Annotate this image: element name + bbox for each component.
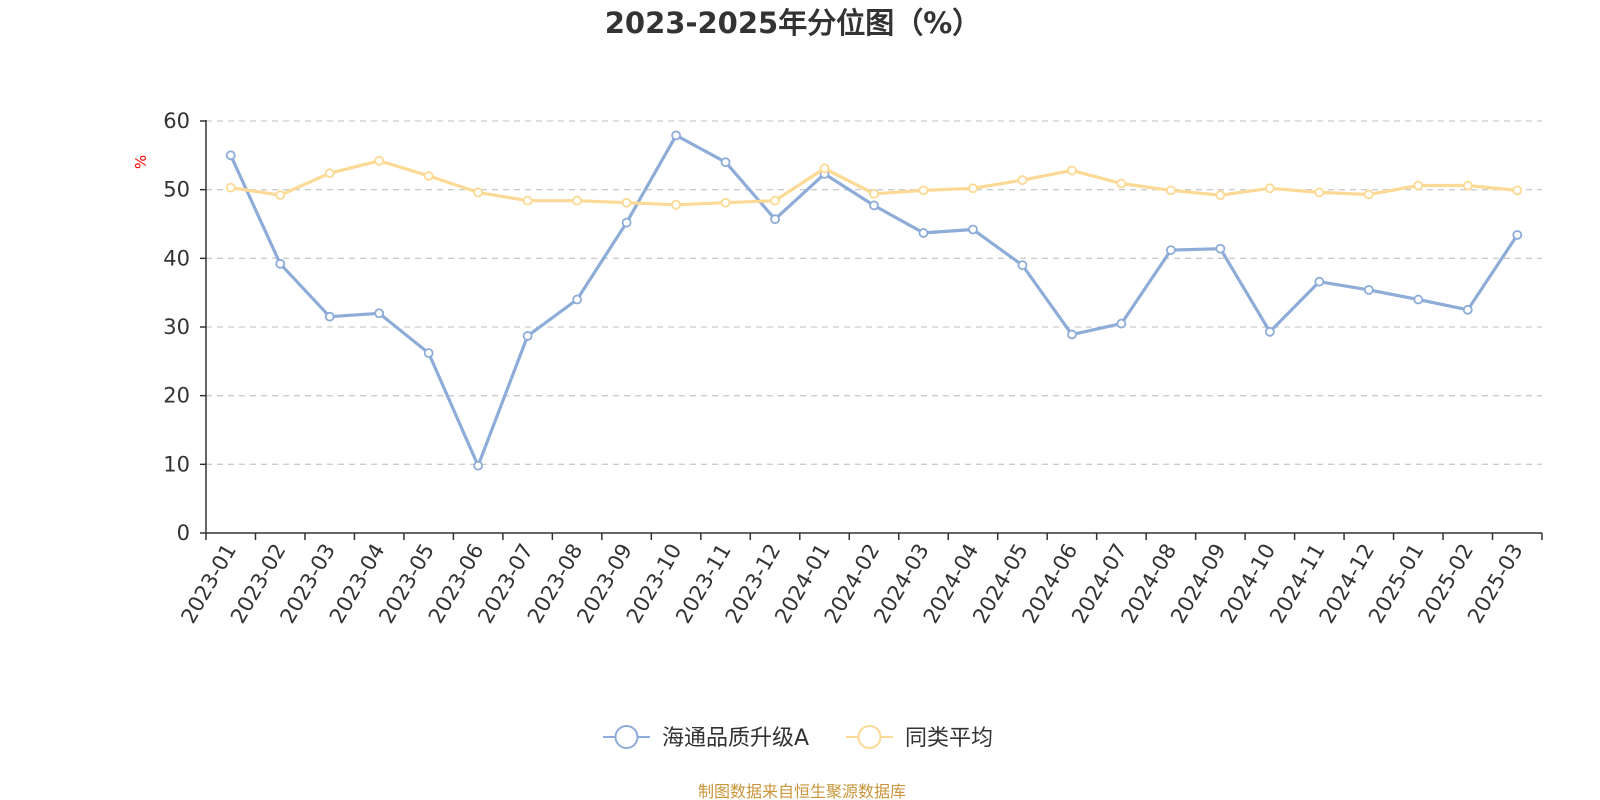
data-point bbox=[770, 195, 780, 206]
data-point bbox=[671, 199, 681, 210]
data-point bbox=[1363, 285, 1374, 295]
data-point bbox=[1165, 185, 1176, 196]
legend-swatch-marker bbox=[614, 725, 639, 749]
data-point bbox=[423, 348, 434, 358]
legend-item-series-1[interactable]: 海通品质升级A bbox=[603, 725, 809, 751]
data-point bbox=[225, 182, 236, 193]
data-point bbox=[1264, 183, 1275, 194]
data-source-note: 制图数据来自恒生聚源数据库 bbox=[698, 782, 906, 800]
data-point bbox=[1165, 245, 1176, 255]
y-tick-label: 50 bbox=[163, 178, 190, 202]
data-point bbox=[819, 163, 830, 174]
legend-label-series-2: 同类平均 bbox=[905, 726, 993, 751]
y-tick-label: 30 bbox=[163, 315, 190, 339]
data-point bbox=[572, 195, 583, 206]
data-point bbox=[522, 331, 533, 341]
data-point bbox=[374, 155, 385, 166]
data-point bbox=[1462, 304, 1473, 315]
data-point bbox=[1017, 175, 1028, 185]
data-point bbox=[225, 150, 236, 161]
series-line bbox=[229, 133, 1519, 468]
data-point bbox=[621, 197, 632, 208]
data-point bbox=[275, 258, 286, 269]
data-point bbox=[1314, 276, 1325, 287]
grid-lines bbox=[206, 120, 1542, 465]
series-lines bbox=[225, 130, 1523, 471]
series-1 bbox=[225, 130, 1523, 471]
y-tick-label: 0 bbox=[177, 521, 190, 545]
data-point bbox=[1116, 318, 1127, 329]
data-point bbox=[869, 188, 879, 199]
data-point bbox=[1215, 243, 1226, 254]
legend-swatch-marker bbox=[857, 725, 882, 749]
data-point bbox=[621, 217, 632, 228]
data-point bbox=[720, 197, 731, 208]
legend: 海通品质升级A 同类平均 bbox=[603, 725, 993, 751]
data-point bbox=[324, 168, 335, 179]
data-point bbox=[1067, 165, 1077, 176]
data-point bbox=[1512, 230, 1523, 240]
data-point bbox=[770, 214, 780, 225]
data-point bbox=[1413, 180, 1424, 191]
data-point bbox=[1264, 326, 1275, 337]
x-tick-labels: 2023-012023-022023-032023-042023-052023-… bbox=[176, 540, 1527, 628]
data-point bbox=[1215, 190, 1226, 201]
data-point bbox=[473, 460, 484, 471]
data-point bbox=[324, 311, 335, 322]
data-point bbox=[423, 171, 434, 181]
y-tick-label: 10 bbox=[163, 452, 190, 476]
data-point bbox=[374, 308, 385, 319]
data-point bbox=[918, 185, 929, 196]
data-point bbox=[275, 190, 286, 201]
data-point bbox=[968, 224, 978, 235]
data-point bbox=[1067, 329, 1077, 340]
data-point bbox=[918, 228, 929, 238]
y-tick-label: 60 bbox=[163, 109, 190, 133]
data-point bbox=[572, 294, 583, 305]
data-point bbox=[720, 157, 731, 168]
data-point bbox=[869, 200, 879, 211]
y-tick-label: 20 bbox=[163, 384, 190, 408]
data-point bbox=[1116, 178, 1127, 189]
data-point bbox=[671, 130, 681, 141]
series-2 bbox=[225, 155, 1523, 210]
data-point bbox=[1363, 189, 1374, 200]
legend-item-series-2[interactable]: 同类平均 bbox=[846, 725, 993, 751]
data-point bbox=[1512, 185, 1523, 196]
y-axis-unit-label: % bbox=[132, 155, 150, 169]
data-point bbox=[473, 187, 484, 198]
axes bbox=[200, 120, 1543, 540]
y-tick-labels: 0 10 20 30 40 50 60 bbox=[163, 109, 190, 545]
data-point bbox=[1017, 260, 1028, 271]
data-point bbox=[1314, 187, 1325, 198]
chart-title: 2023-2025年分位图（%） bbox=[605, 6, 982, 40]
data-point bbox=[968, 183, 978, 194]
y-tick-label: 40 bbox=[163, 246, 190, 270]
data-point bbox=[522, 195, 533, 206]
data-point bbox=[1413, 294, 1424, 305]
data-point bbox=[1462, 180, 1473, 191]
legend-label-series-1: 海通品质升级A bbox=[662, 726, 809, 751]
